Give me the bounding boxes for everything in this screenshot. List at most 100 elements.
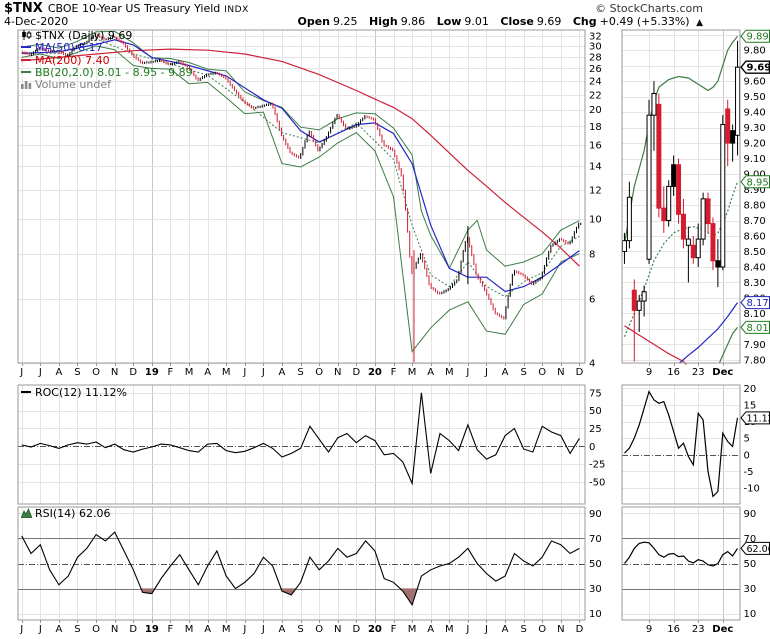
svg-text:D: D	[129, 367, 137, 378]
svg-text:A: A	[279, 624, 286, 635]
bb-line-icon	[21, 70, 31, 73]
svg-text:A: A	[204, 624, 211, 635]
svg-text:16: 16	[667, 624, 680, 635]
svg-text:F: F	[168, 624, 174, 635]
svg-text:S: S	[297, 367, 303, 378]
svg-text:90: 90	[744, 509, 757, 520]
svg-text:M: M	[408, 624, 417, 635]
svg-text:11.12: 11.12	[747, 413, 770, 424]
svg-text:N: N	[111, 367, 118, 378]
svg-text:8.01: 8.01	[747, 323, 769, 334]
svg-text:8.30: 8.30	[744, 278, 766, 289]
svg-text:8.10: 8.10	[744, 309, 766, 320]
svg-text:J: J	[261, 624, 265, 635]
index-tag: INDX	[224, 5, 249, 15]
svg-text:M: M	[445, 624, 454, 635]
svg-text:5: 5	[744, 434, 750, 445]
svg-text:M: M	[185, 367, 194, 378]
high-value: 9.86	[400, 15, 426, 28]
svg-text:S: S	[74, 624, 80, 635]
roc-line-icon	[21, 391, 31, 393]
svg-text:62.06: 62.06	[747, 544, 770, 555]
svg-text:50: 50	[589, 559, 602, 570]
svg-text:Dec: Dec	[712, 624, 733, 635]
svg-text:N: N	[334, 367, 341, 378]
svg-text:-10: -10	[744, 484, 760, 495]
svg-text:J: J	[484, 367, 488, 378]
svg-text:20: 20	[589, 105, 602, 116]
header: $TNX CBOE 10-Year US Treasury Yield INDX…	[0, 0, 770, 28]
close-value: 9.69	[536, 15, 562, 28]
svg-text:16: 16	[667, 367, 680, 378]
svg-text:O: O	[92, 367, 100, 378]
svg-text:50: 50	[589, 406, 602, 417]
svg-text:F: F	[391, 367, 397, 378]
legend-ma50: MA(50) 8.17	[21, 42, 193, 54]
svg-text:9.00: 9.00	[744, 170, 766, 181]
svg-text:24: 24	[589, 77, 602, 88]
svg-text:8: 8	[589, 249, 595, 260]
svg-text:50: 50	[744, 559, 757, 570]
volume-bars-icon	[21, 81, 32, 90]
svg-text:D: D	[352, 624, 360, 635]
ma200-line-icon	[21, 58, 31, 61]
svg-text:M: M	[222, 367, 231, 378]
svg-text:19: 19	[145, 624, 159, 635]
svg-text:O: O	[92, 624, 100, 635]
svg-text:9.89: 9.89	[747, 32, 769, 43]
ma50-line-icon	[21, 46, 31, 49]
svg-text:S: S	[520, 624, 526, 635]
svg-text:10: 10	[589, 609, 602, 620]
svg-text:J: J	[261, 367, 265, 378]
chg-value: +0.49 (+5.33%)	[599, 15, 690, 28]
svg-text:A: A	[502, 367, 509, 378]
svg-text:0: 0	[589, 442, 595, 453]
svg-text:32: 32	[589, 31, 602, 42]
candlestick-icon	[22, 30, 32, 40]
svg-text:22: 22	[589, 90, 602, 101]
svg-text:N: N	[334, 624, 341, 635]
svg-text:Dec: Dec	[712, 367, 733, 378]
svg-text:15: 15	[744, 400, 757, 411]
svg-text:J: J	[19, 367, 23, 378]
svg-text:25: 25	[589, 424, 602, 435]
svg-text:9.69: 9.69	[747, 63, 770, 74]
svg-text:M: M	[445, 367, 454, 378]
svg-text:A: A	[502, 624, 509, 635]
svg-text:8.17: 8.17	[747, 298, 769, 309]
svg-text:8.60: 8.60	[744, 231, 766, 242]
copyright: © StockCharts.com	[595, 2, 703, 15]
svg-text:30: 30	[744, 584, 757, 595]
svg-text:70: 70	[589, 534, 602, 545]
svg-text:20: 20	[368, 367, 382, 378]
svg-text:F: F	[168, 367, 174, 378]
svg-text:J: J	[19, 624, 23, 635]
svg-text:18: 18	[589, 122, 602, 133]
svg-text:M: M	[408, 367, 417, 378]
legend-price: $TNX (Daily) 9.69	[21, 29, 193, 42]
svg-text:10: 10	[589, 214, 602, 225]
svg-text:J: J	[242, 624, 246, 635]
symbol-label: $TNX	[4, 1, 43, 16]
high-label: High	[369, 15, 398, 28]
svg-text:-25: -25	[589, 460, 605, 471]
svg-text:S: S	[74, 367, 80, 378]
svg-text:9.50: 9.50	[744, 92, 766, 103]
svg-text:J: J	[465, 367, 469, 378]
low-value: 9.01	[464, 15, 489, 28]
svg-text:N: N	[557, 624, 564, 635]
svg-text:9.60: 9.60	[744, 77, 766, 88]
svg-text:9: 9	[646, 624, 652, 635]
svg-text:8.80: 8.80	[744, 201, 766, 212]
svg-text:4: 4	[589, 359, 595, 370]
svg-text:D: D	[576, 367, 584, 378]
open-value: 9.25	[333, 15, 358, 28]
legend-ma200: MA(200) 7.40	[21, 54, 193, 67]
low-label: Low	[436, 15, 462, 28]
chart-title: CBOE 10-Year US Treasury Yield	[47, 2, 221, 15]
svg-text:9.80: 9.80	[744, 46, 766, 57]
svg-text:7.90: 7.90	[744, 340, 766, 351]
svg-text:J: J	[242, 367, 246, 378]
svg-text:S: S	[297, 624, 303, 635]
